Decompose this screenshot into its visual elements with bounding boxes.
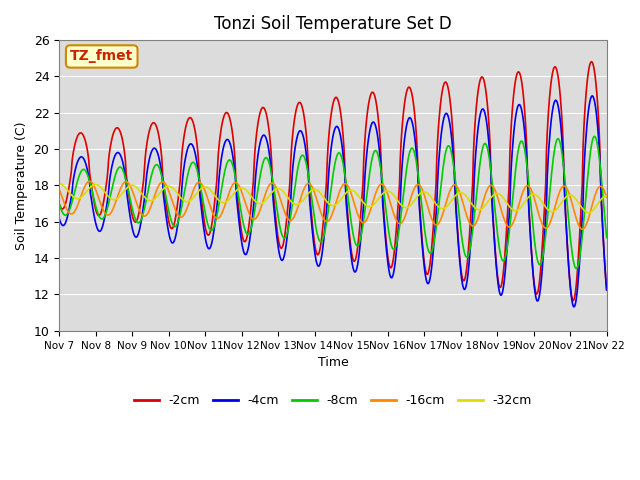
-32cm [399, 204, 407, 210]
-2cm [570, 298, 577, 303]
-4cm [55, 216, 63, 221]
-8cm [65, 208, 73, 214]
-8cm [55, 201, 63, 206]
-16cm [579, 227, 586, 232]
-32cm [55, 181, 63, 187]
Text: TZ_fmet: TZ_fmet [70, 49, 133, 63]
-16cm [178, 214, 186, 220]
-4cm [206, 245, 214, 251]
-32cm [206, 187, 214, 192]
Legend: -2cm, -4cm, -8cm, -16cm, -32cm: -2cm, -4cm, -8cm, -16cm, -32cm [129, 389, 537, 412]
-4cm [588, 93, 596, 99]
-16cm [65, 210, 73, 216]
-4cm [415, 204, 423, 209]
-32cm [65, 189, 73, 195]
-8cm [177, 207, 185, 213]
-2cm [399, 111, 407, 117]
-32cm [584, 210, 592, 216]
-16cm [122, 179, 130, 184]
-4cm [177, 197, 185, 203]
-8cm [399, 192, 407, 198]
Line: -8cm: -8cm [59, 136, 607, 269]
-4cm [603, 287, 611, 292]
-2cm [65, 184, 73, 190]
-2cm [206, 230, 214, 236]
-8cm [591, 133, 598, 139]
-2cm [177, 165, 185, 171]
Line: -32cm: -32cm [59, 184, 607, 213]
-4cm [399, 148, 407, 154]
-4cm [65, 206, 73, 212]
-16cm [207, 205, 214, 211]
-32cm [177, 195, 185, 201]
-8cm [122, 175, 129, 180]
-16cm [603, 194, 611, 200]
Line: -4cm: -4cm [59, 96, 607, 307]
-16cm [400, 216, 408, 222]
Y-axis label: Soil Temperature (C): Soil Temperature (C) [15, 121, 28, 250]
X-axis label: Time: Time [317, 356, 348, 369]
-32cm [603, 193, 611, 199]
-2cm [603, 287, 611, 293]
-4cm [122, 174, 129, 180]
-8cm [603, 235, 611, 240]
Title: Tonzi Soil Temperature Set D: Tonzi Soil Temperature Set D [214, 15, 452, 33]
-2cm [122, 158, 129, 164]
-2cm [415, 197, 423, 203]
Line: -2cm: -2cm [59, 61, 607, 300]
-4cm [570, 304, 578, 310]
-16cm [55, 186, 63, 192]
-32cm [415, 192, 423, 197]
-8cm [206, 227, 214, 232]
-2cm [588, 59, 595, 64]
-16cm [416, 183, 424, 189]
-8cm [415, 181, 423, 187]
-32cm [122, 187, 129, 192]
Line: -16cm: -16cm [59, 181, 607, 229]
-16cm [86, 179, 93, 184]
-2cm [55, 201, 63, 206]
-8cm [572, 266, 580, 272]
